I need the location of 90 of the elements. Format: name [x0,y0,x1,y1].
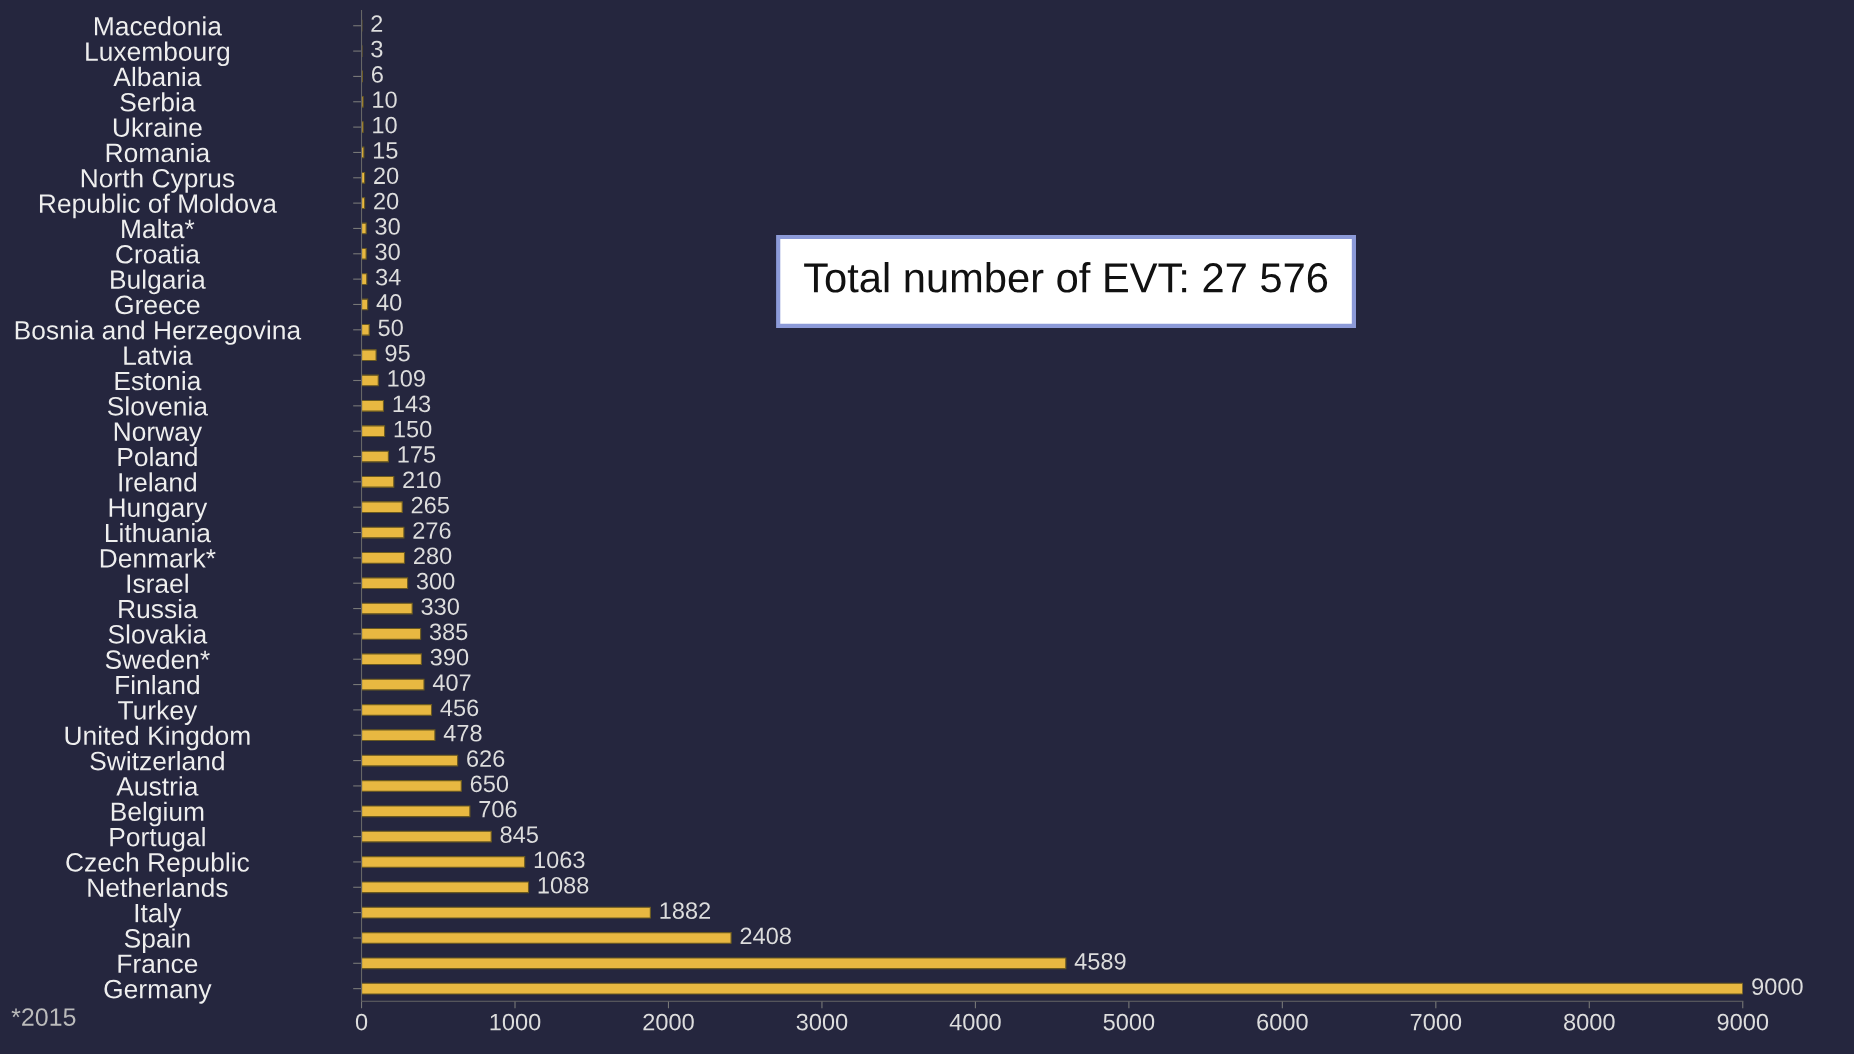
y-tick-label: Bulgaria [111,269,206,295]
data-label: 265 [411,496,449,514]
y-tick-label: Malta* [122,218,195,239]
data-label: 30 [375,218,400,235]
y-tick-label: Portugal [110,827,205,852]
y-tick-label: Norway [114,422,203,447]
y-tick-label: Latvia [124,345,193,365]
data-label: 706 [479,800,517,818]
x-tick-label: 0 [355,1013,368,1031]
y-tick-label: Switzerland [90,751,224,771]
y-tick-label: Estonia [115,370,202,391]
y-tick-label: Israel [127,573,188,594]
data-label: 2 [371,15,383,32]
data-label: 280 [414,547,452,565]
y-tick-label: Hungary [109,498,208,523]
data-label: 276 [413,522,451,539]
data-label: 407 [432,674,471,691]
y-tick-label: Turkey [118,700,198,725]
y-tick-label: Romania [106,142,211,163]
x-tick-label: 6000 [1257,1013,1308,1031]
data-label: 95 [385,344,410,362]
x-tick-label: 3000 [796,1013,848,1031]
y-tick-label: Czech Republic [66,852,250,877]
y-tick-label: Russia [119,598,198,619]
y-tick-label: Germany [104,979,212,1004]
data-label: 456 [440,699,479,717]
data-label: 30 [375,243,400,261]
data-label: 20 [374,167,399,185]
y-tick-label: Spain [124,928,190,953]
data-label: 626 [467,750,505,767]
y-tick-label: Finland [116,675,199,695]
data-label: 650 [470,775,509,793]
data-label: 20 [374,192,399,210]
data-label: 3 [371,40,383,58]
y-tick-label: Austria [116,776,199,796]
x-tick-label: 9000 [1717,1013,1769,1031]
data-label: 385 [429,623,468,641]
data-label: 10 [373,116,397,134]
data-label: 109 [388,370,425,387]
y-tick-label: North Cyprus [81,168,235,193]
x-tick-label: 5000 [1103,1013,1155,1031]
data-label: 6 [371,66,383,83]
x-tick-label: 8000 [1564,1013,1615,1031]
data-label: 1063 [534,851,585,869]
y-tick-label: Ireland [119,472,197,492]
y-tick-label: Denmark* [100,548,216,568]
data-label: 845 [500,826,538,843]
data-label: 300 [416,572,455,590]
y-tick-label: Luxembourg [86,41,230,67]
data-label: 478 [443,724,482,742]
x-tick-label: 1000 [490,1013,541,1031]
data-label: 15 [373,142,398,159]
y-tick-label: Macedonia [94,16,222,36]
y-tick-label: Italy [135,903,182,928]
y-tick-label: Poland [118,446,197,467]
data-label: 1882 [660,902,711,919]
data-label: 210 [403,471,441,489]
data-label: 10 [373,91,397,109]
y-tick-label: Belgium [111,801,204,827]
x-tick-label: 2000 [643,1013,694,1031]
text: *2015 [11,1008,76,1026]
data-label: 1088 [538,876,589,894]
data-label: 330 [421,598,459,615]
data-label: 50 [378,319,403,337]
data-label: 2408 [740,927,791,945]
y-tick-label: Greece [115,295,200,315]
data-label: 143 [393,395,431,413]
y-tick-label: Albania [113,66,202,87]
data-label: 9000 [1752,978,1803,995]
y-tick-label: Lithuania [105,522,211,543]
y-tick-label: Sweden* [105,649,210,670]
data-label: 34 [375,268,401,286]
data-label: 150 [394,420,432,438]
y-tick-label: Slovakia [108,624,208,644]
data-label: 175 [398,446,436,463]
y-tick-label: Netherlands [88,877,228,898]
x-tick-label: 7000 [1410,1013,1462,1031]
data-label: 40 [376,294,402,311]
x-tick-label: 4000 [949,1013,1001,1031]
y-tick-label: Croatia [116,244,200,264]
y-tick-label: Slovenia [107,396,208,416]
data-label: 390 [430,648,469,666]
y-tick-label: Bosnia and Herzegovina [15,320,302,345]
y-tick-label: France [118,954,198,974]
data-label: 4589 [1074,952,1126,970]
annotation: Total number of EVT: 27 576 [804,262,1328,293]
y-tick-label: Serbia [120,92,196,112]
y-tick-label: Ukraine [113,117,202,137]
y-tick-label: United Kingdom [65,725,250,751]
y-tick-label: Republic of Moldova [39,193,277,219]
